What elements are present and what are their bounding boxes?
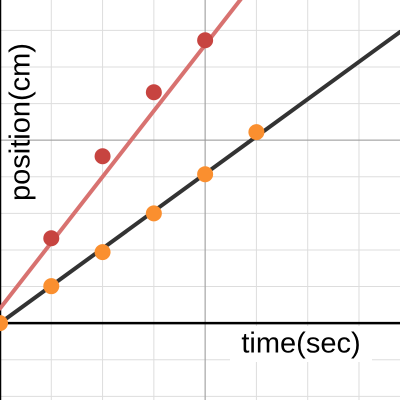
fit-line [0,0,243,311]
data-point [197,166,214,183]
x-axis-label: time(sec) [241,328,360,360]
data-point [197,32,214,49]
plot [0,0,400,332]
data-point [248,124,265,141]
data-point [43,278,60,295]
data-point [43,230,60,247]
data-point [145,205,162,222]
data-point [94,148,111,165]
data-point [94,244,111,261]
data-point [0,315,8,332]
data-point [145,84,162,101]
y-axis-label: position(cm) [5,43,37,201]
label-background [230,326,372,362]
